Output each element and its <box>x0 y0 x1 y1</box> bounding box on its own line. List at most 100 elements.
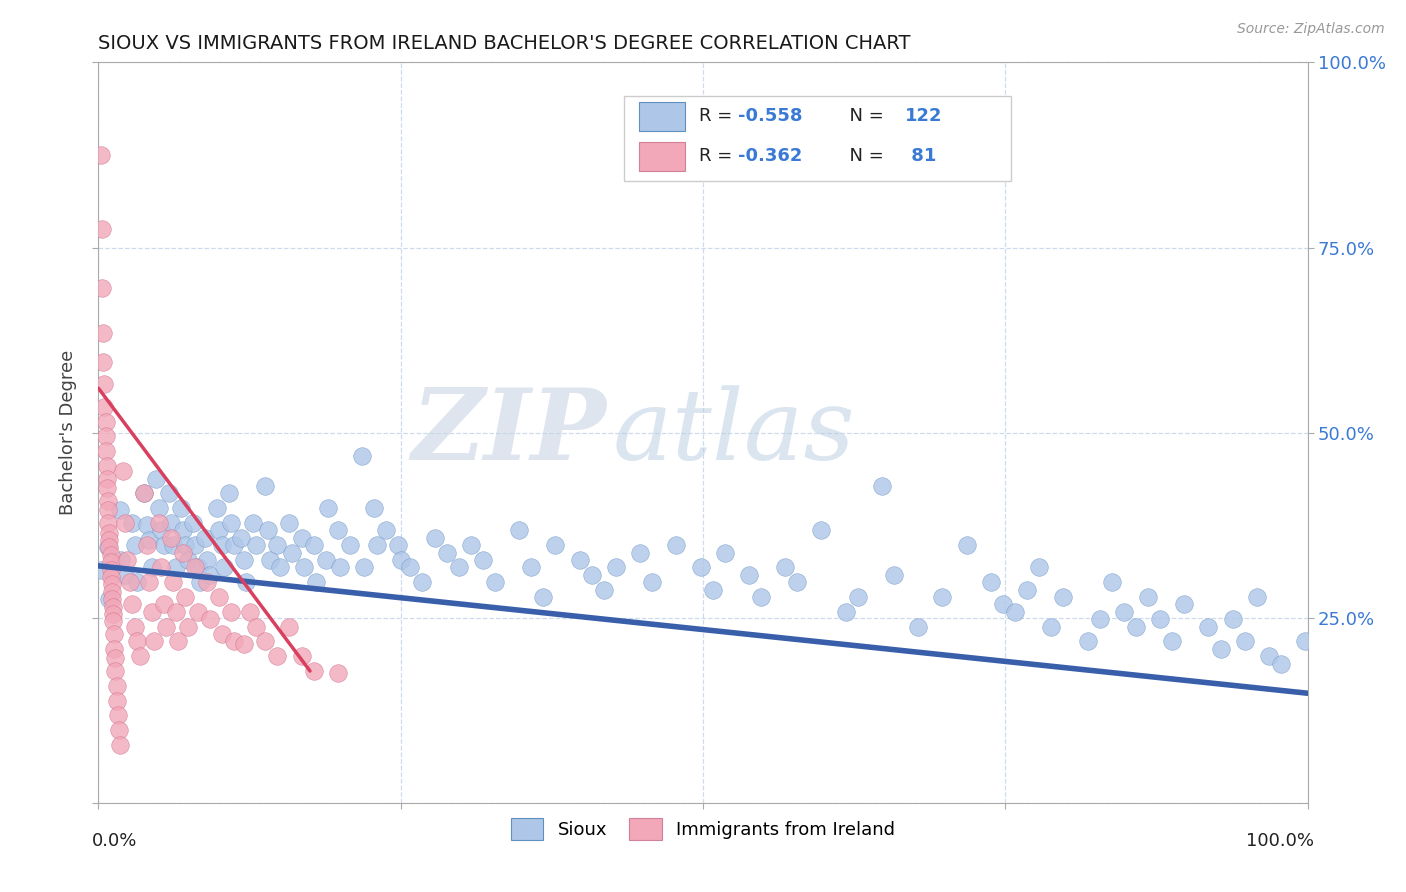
Point <box>107 708 129 723</box>
Point <box>1112 605 1135 619</box>
Point <box>160 516 183 530</box>
Point <box>350 450 373 464</box>
Point <box>423 531 446 545</box>
Point <box>195 575 218 590</box>
Point <box>162 575 184 590</box>
Point <box>138 575 160 590</box>
Point <box>184 538 207 552</box>
Point <box>104 651 127 665</box>
Point <box>568 553 591 567</box>
Point <box>222 538 245 552</box>
Point <box>91 281 114 295</box>
Point <box>174 590 197 604</box>
Point <box>1015 582 1038 597</box>
Point <box>98 533 121 547</box>
Point <box>127 634 149 648</box>
Point <box>188 575 211 590</box>
Point <box>281 545 304 559</box>
Point <box>103 627 125 641</box>
Point <box>97 493 120 508</box>
Point <box>1101 575 1123 590</box>
Text: -0.362: -0.362 <box>738 147 803 165</box>
Point <box>641 575 664 590</box>
Point <box>157 486 180 500</box>
Point <box>148 501 170 516</box>
Point <box>269 560 291 574</box>
Point <box>290 649 312 664</box>
Point <box>160 531 183 545</box>
Point <box>245 619 267 633</box>
Point <box>165 560 187 574</box>
Point <box>1209 641 1232 656</box>
Point <box>114 516 136 530</box>
Point <box>366 538 388 552</box>
Point <box>315 553 337 567</box>
Point <box>810 524 832 538</box>
Point <box>110 553 132 567</box>
Point <box>689 560 711 574</box>
FancyBboxPatch shape <box>624 95 1011 181</box>
Point <box>436 545 458 559</box>
Point <box>302 664 325 678</box>
Point <box>174 538 197 552</box>
Point <box>93 377 115 392</box>
Point <box>135 518 157 533</box>
Point <box>508 524 530 538</box>
Point <box>150 560 173 574</box>
Point <box>1173 598 1195 612</box>
Point <box>101 607 124 621</box>
Point <box>100 577 122 591</box>
Point <box>931 590 953 604</box>
Point <box>111 464 134 478</box>
Point <box>103 641 125 656</box>
Point <box>101 599 124 614</box>
Point <box>205 501 228 516</box>
Text: ZIP: ZIP <box>412 384 606 481</box>
Point <box>221 605 243 619</box>
Point <box>148 516 170 530</box>
Point <box>544 538 567 552</box>
Point <box>592 582 614 597</box>
Point <box>375 524 398 538</box>
Point <box>1004 605 1026 619</box>
Text: atlas: atlas <box>613 385 855 480</box>
Text: SIOUX VS IMMIGRANTS FROM IRELAND BACHELOR'S DEGREE CORRELATION CHART: SIOUX VS IMMIGRANTS FROM IRELAND BACHELO… <box>98 34 911 53</box>
Point <box>302 538 325 552</box>
Point <box>152 598 174 612</box>
Point <box>484 575 506 590</box>
Point <box>846 590 869 604</box>
Point <box>907 619 929 633</box>
Point <box>665 538 688 552</box>
Point <box>181 516 204 530</box>
Point <box>749 590 772 604</box>
Point <box>1246 590 1268 604</box>
Point <box>834 605 856 619</box>
Point <box>581 567 603 582</box>
Point <box>96 458 118 473</box>
Point <box>702 582 724 597</box>
Point <box>187 560 209 574</box>
Point <box>162 538 184 552</box>
Point <box>254 479 277 493</box>
Point <box>1149 612 1171 626</box>
Point <box>266 538 288 552</box>
Point <box>100 563 122 577</box>
Point <box>256 524 278 538</box>
Point <box>172 524 194 538</box>
Point <box>1136 590 1159 604</box>
Point <box>124 538 146 552</box>
Text: R =: R = <box>699 147 738 165</box>
Point <box>155 619 177 633</box>
Text: 100.0%: 100.0% <box>1246 832 1313 850</box>
FancyBboxPatch shape <box>638 143 685 170</box>
Point <box>94 415 117 429</box>
Point <box>105 693 128 707</box>
Point <box>169 501 191 516</box>
Point <box>91 326 114 340</box>
Point <box>135 538 157 552</box>
Point <box>198 567 221 582</box>
Text: R =: R = <box>699 108 738 126</box>
Point <box>1257 649 1279 664</box>
Point <box>883 567 905 582</box>
Point <box>411 575 433 590</box>
